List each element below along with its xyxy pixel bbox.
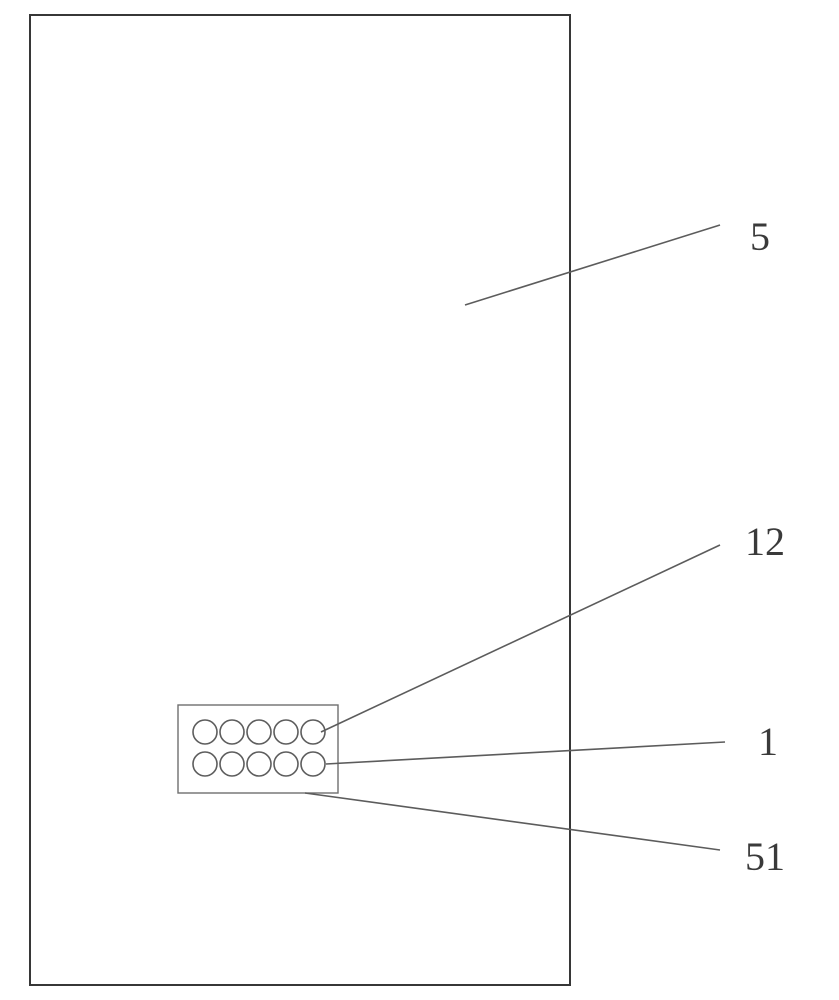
technical-diagram: 5 12 1 51 (0, 0, 839, 1000)
callout-label: 1 (758, 719, 778, 764)
callout-label: 12 (745, 519, 785, 564)
callout-label: 51 (745, 834, 785, 879)
callout-label: 5 (750, 214, 770, 259)
canvas-bg (0, 0, 839, 1000)
